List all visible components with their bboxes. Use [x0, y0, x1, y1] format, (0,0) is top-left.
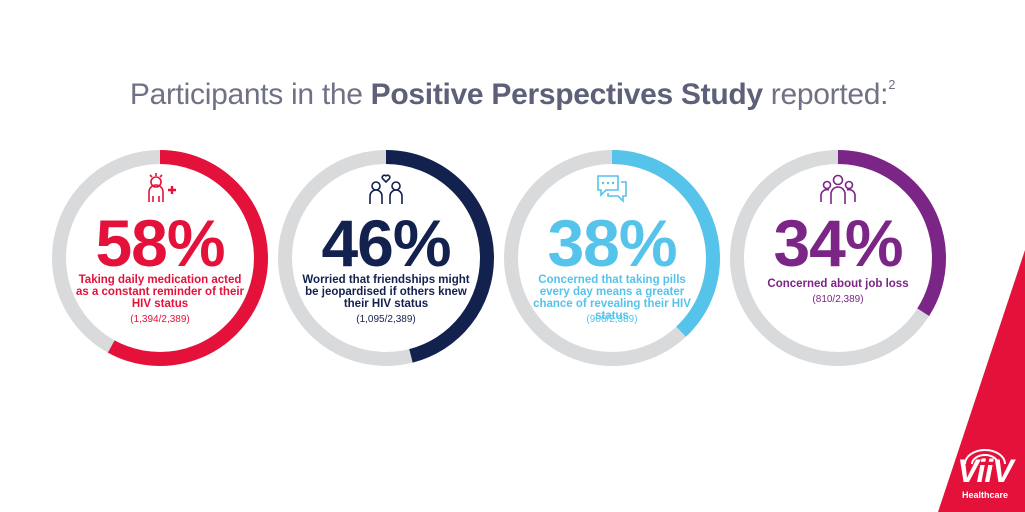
- stat-percentage: 58%: [95, 206, 225, 280]
- donut-ring: [278, 150, 494, 366]
- group-people-icon: [818, 170, 858, 210]
- stat-description: Worried that friendships might be jeopar…: [302, 274, 470, 310]
- friendship-heart-icon: [366, 170, 406, 210]
- stat-card-friendships: 46% Worried that friendships might be je…: [276, 148, 496, 368]
- stat-description: Concerned that taking pills every day me…: [533, 274, 691, 322]
- title-footnote: 2: [888, 77, 896, 92]
- brand-name: ViiV: [957, 453, 1013, 489]
- brand-logo: ViiV Healthcare: [945, 446, 1025, 512]
- donut-value-arc: [52, 150, 268, 366]
- stat-percentage: 38%: [547, 206, 677, 280]
- donut-ring: [52, 150, 268, 366]
- title-suffix: reported:: [762, 78, 889, 111]
- stat-card-medication-reminder: 58% Taking daily medication acted as a c…: [50, 148, 270, 368]
- stat-percentage: 34%: [773, 206, 903, 280]
- brand-tagline: Healthcare: [961, 490, 1009, 500]
- stat-fraction: (1,394/2,389): [130, 314, 190, 325]
- speech-bubbles-icon: [592, 170, 632, 210]
- title-study-name: Positive Perspectives Study: [370, 78, 763, 111]
- stat-fraction: (810/2,389): [812, 294, 864, 305]
- stat-fraction: (906/2,389): [586, 314, 638, 325]
- stat-description: Concerned about job loss: [767, 278, 909, 290]
- title-prefix: Participants in the: [129, 78, 371, 111]
- stat-fraction: (1,095/2,389): [356, 314, 416, 325]
- stat-percentage: 46%: [321, 206, 451, 280]
- donut-value-arc: [504, 150, 720, 366]
- donut-value-arc: [278, 150, 494, 366]
- medication-reminder-person-icon: [140, 170, 180, 210]
- stat-card-job-loss: 34% Concerned about job loss (810/2,389): [728, 148, 948, 368]
- donut-ring: [504, 150, 720, 366]
- stat-card-pills-revealing: 38% Concerned that taking pills every da…: [502, 148, 722, 368]
- page-title: Participants in the Positive Perspective…: [0, 77, 1025, 112]
- brand-arc-icon: [964, 449, 1006, 465]
- stat-description: Taking daily medication acted as a const…: [75, 274, 245, 310]
